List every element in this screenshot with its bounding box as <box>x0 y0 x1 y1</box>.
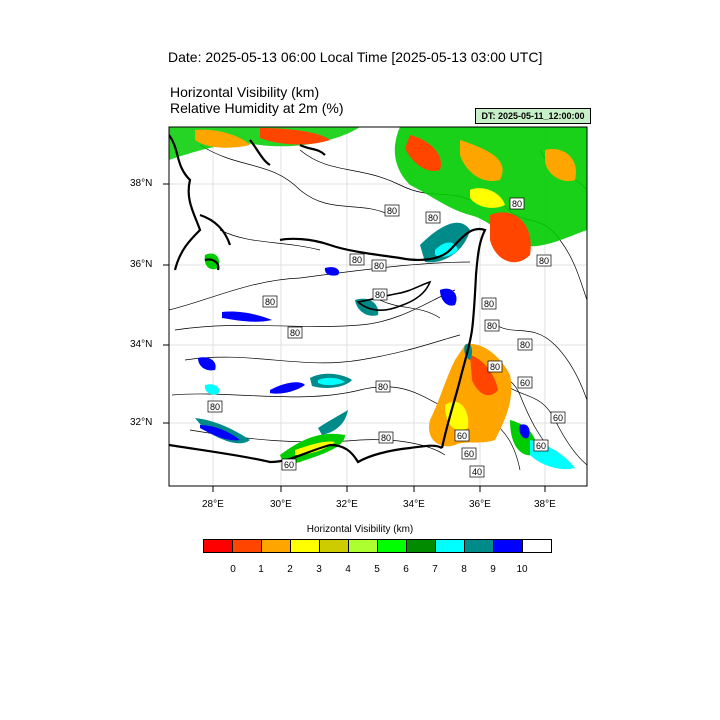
legend-label: 7 <box>432 564 438 575</box>
legend-swatch <box>377 539 407 553</box>
map-fields: 80 80 80 80 80 80 80 80 80 80 80 80 80 80 60 80 60 80 60 60… <box>169 127 587 486</box>
contour-label: 80 <box>484 299 494 309</box>
contour-label-box <box>281 458 297 471</box>
legend-label: 5 <box>374 564 380 575</box>
contour-label-box <box>509 197 525 210</box>
contour-label: 80 <box>490 362 500 372</box>
contour-labels: 80 80 80 80 80 80 80 80 80 80 80 80 80 80 60 80 60 80 60 60… <box>207 197 566 478</box>
legend-swatch <box>348 539 378 553</box>
contour-label-box <box>533 439 549 452</box>
contour-label: 80 <box>265 297 275 307</box>
lon-label: 32°E <box>336 499 358 510</box>
legend-label: 3 <box>316 564 322 575</box>
legend-swatch <box>493 539 523 553</box>
contour-label: 80 <box>378 382 388 392</box>
legend-label: 9 <box>490 564 496 575</box>
lat-label: 34°N <box>130 339 153 350</box>
legend-swatch <box>319 539 349 553</box>
legend-swatch <box>261 539 291 553</box>
legend-title: Horizontal Visibility (km) <box>306 524 414 535</box>
contour-label: 80 <box>210 402 220 412</box>
legend-label: 0 <box>230 564 236 575</box>
legend-swatch <box>522 539 552 553</box>
contour-label: 40 <box>472 467 482 477</box>
contour-label: 80 <box>375 290 385 300</box>
contour-label-box <box>378 431 394 444</box>
lat-label: 38°N <box>130 178 153 189</box>
contour-label: 80 <box>381 433 391 443</box>
legend-label: 10 <box>516 564 528 575</box>
contour-label-box <box>207 400 223 413</box>
contour-label-box <box>425 211 441 224</box>
legend-swatch <box>464 539 494 553</box>
legend-label: 2 <box>287 564 293 575</box>
legend-swatch <box>406 539 436 553</box>
contour-label-box <box>536 254 552 267</box>
legend-label: 4 <box>345 564 351 575</box>
forecast-init-badge: DT: 2025-05-11_12:00:00 <box>475 108 591 124</box>
legend-label: 6 <box>403 564 409 575</box>
lon-label: 38°E <box>534 499 556 510</box>
contour-label-box <box>287 326 303 339</box>
contour-label-box <box>550 411 566 424</box>
contour-label: 80 <box>520 340 530 350</box>
contour-label-box <box>517 338 533 351</box>
contour-label: 60 <box>284 460 294 470</box>
contour-label-box <box>454 429 470 442</box>
contour-label-box <box>484 319 500 332</box>
lon-label: 36°E <box>469 499 491 510</box>
legend-swatch <box>232 539 262 553</box>
contour-label-box <box>262 295 278 308</box>
contour-label-box <box>461 447 477 460</box>
contour-label: 80 <box>387 206 397 216</box>
map-frame <box>168 126 588 487</box>
contour-label: 80 <box>428 213 438 223</box>
contour-label-box <box>517 376 533 389</box>
contour-label: 60 <box>553 413 563 423</box>
contour-label: 80 <box>487 321 497 331</box>
axis-ticks <box>163 183 546 492</box>
lon-label: 28°E <box>202 499 224 510</box>
contour-label-box <box>349 253 365 266</box>
legend-label: 1 <box>258 564 264 575</box>
lat-label: 36°N <box>130 259 153 270</box>
contour-label: 60 <box>457 431 467 441</box>
lat-label: 32°N <box>130 417 153 428</box>
legend-swatch <box>203 539 233 553</box>
lon-label: 30°E <box>270 499 292 510</box>
contour-label-box <box>372 288 388 301</box>
contour-label-box <box>469 465 485 478</box>
contour-label-box <box>487 360 503 373</box>
contour-label-box <box>375 380 391 393</box>
contour-label: 60 <box>520 378 530 388</box>
contour-label-box <box>481 297 497 310</box>
legend-label: 8 <box>461 564 467 575</box>
contour-label: 80 <box>290 328 300 338</box>
contour-label: 80 <box>374 261 384 271</box>
visibility-shading <box>169 127 587 470</box>
contour-label: 80 <box>539 256 549 266</box>
date-title: Date: 2025-05-13 06:00 Local Time [2025-… <box>168 49 543 65</box>
contour-label-box <box>371 259 387 272</box>
contour-label: 60 <box>536 441 546 451</box>
contour-label: 80 <box>512 199 522 209</box>
legend-swatch <box>435 539 465 553</box>
variable-title-humidity: Relative Humidity at 2m (%) <box>170 100 344 116</box>
variable-title-visibility: Horizontal Visibility (km) <box>170 84 320 100</box>
contour-label: 60 <box>464 449 474 459</box>
contour-label-box <box>384 204 400 217</box>
lon-label: 34°E <box>403 499 425 510</box>
contour-label: 80 <box>352 255 362 265</box>
legend-swatch <box>290 539 320 553</box>
